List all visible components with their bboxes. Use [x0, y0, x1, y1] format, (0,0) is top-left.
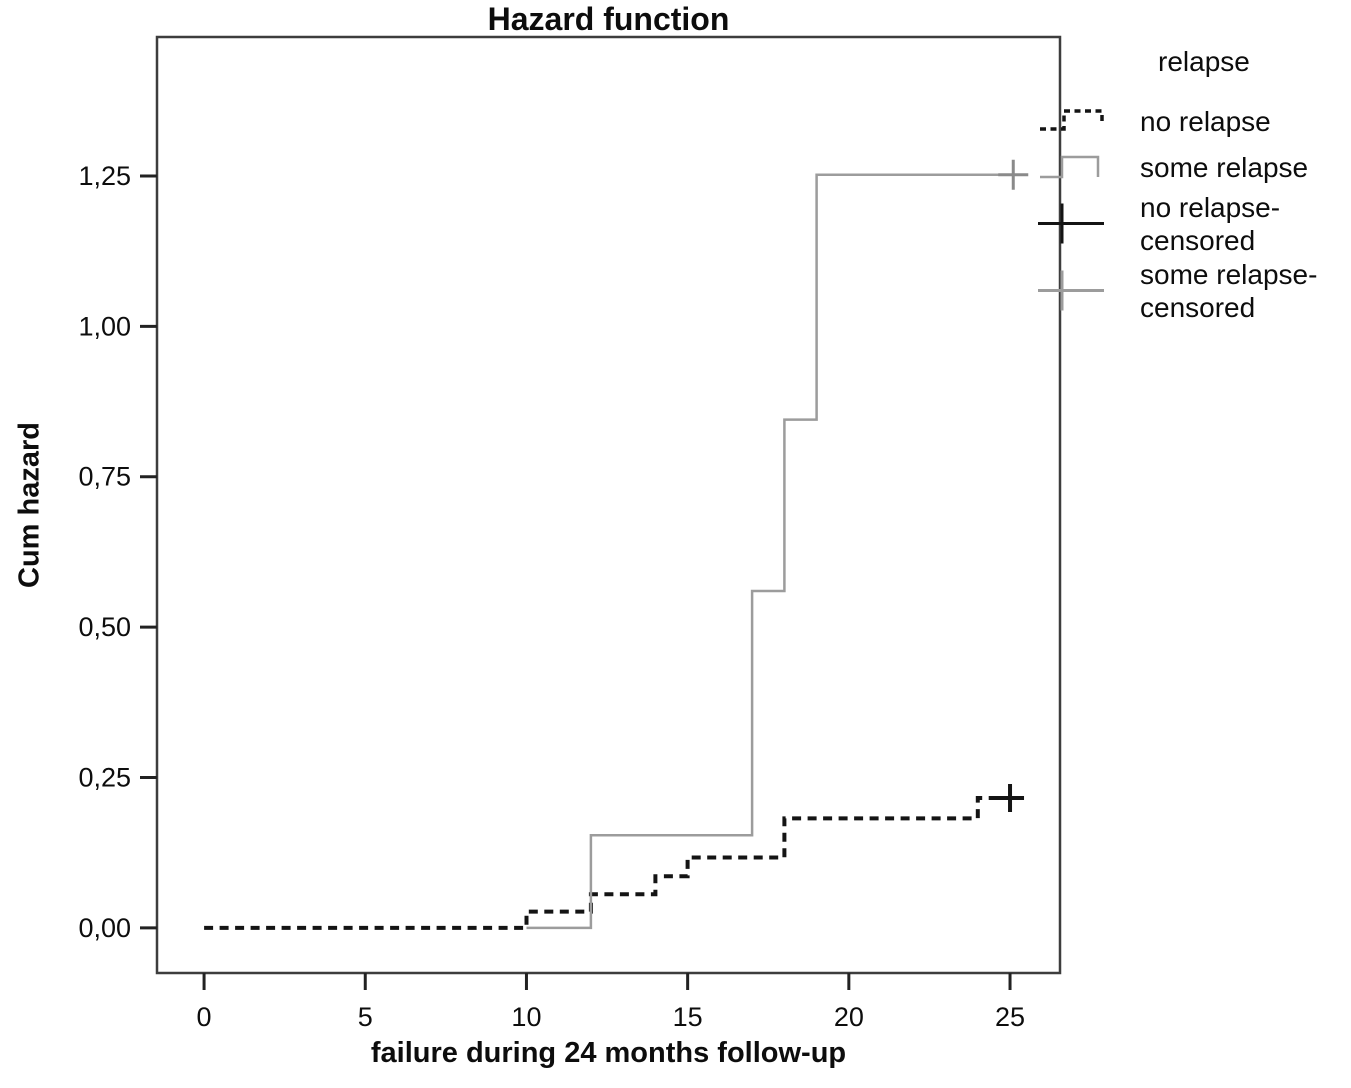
y-tick-label: 1,00: [78, 311, 131, 341]
x-tick-label: 15: [673, 1002, 703, 1032]
y-tick-label: 0,75: [78, 462, 131, 492]
legend-entry: no relapse: [1036, 98, 1317, 144]
series-curve-some-relapse: [526, 173, 1014, 930]
legend-swatch-plus-line-icon: [1038, 203, 1104, 244]
plot-border: [155, 35, 1062, 975]
y-tick-label: 0,00: [78, 913, 131, 943]
censored-plus-icon: [996, 783, 1025, 812]
y-axis-title: Cum hazard: [13, 422, 46, 588]
legend-entry-label: no relapse: [1140, 105, 1271, 137]
legend-entry-label: some relapse: [1140, 151, 1309, 183]
y-tick-label: 0,25: [78, 762, 131, 792]
legend-swatch-step-solid-icon: [1040, 155, 1100, 179]
y-tick-label: 1,25: [78, 161, 131, 191]
series-curve-no-relapse: [204, 796, 1010, 930]
chart-title: Hazard function: [487, 1, 730, 37]
y-tick-label: 0,50: [78, 612, 131, 642]
legend-entry-label: no relapse-censored: [1140, 191, 1281, 256]
x-tick-label: 25: [995, 1002, 1025, 1032]
legend: no relapse some relapse no relapse-censore…: [1036, 98, 1317, 324]
x-tick-label: 5: [358, 1002, 373, 1032]
legend-title: relapse: [1158, 46, 1250, 77]
censored-plus-icon: [998, 159, 1029, 190]
legend-entry: no relapse-censored: [1036, 190, 1317, 257]
x-tick-label: 0: [197, 1002, 212, 1032]
legend-swatch-plus-line-icon: [1038, 270, 1104, 311]
legend-entry: some relapse: [1036, 144, 1317, 190]
x-tick-label: 10: [511, 1002, 541, 1032]
legend-swatch-step-dashed-icon: [1040, 109, 1104, 131]
legend-entry: some relapse-censored: [1036, 257, 1317, 324]
x-tick-label: 20: [834, 1002, 864, 1032]
legend-entry-label: some relapse-censored: [1140, 258, 1318, 323]
x-axis-title: failure during 24 months follow-up: [370, 1037, 847, 1069]
